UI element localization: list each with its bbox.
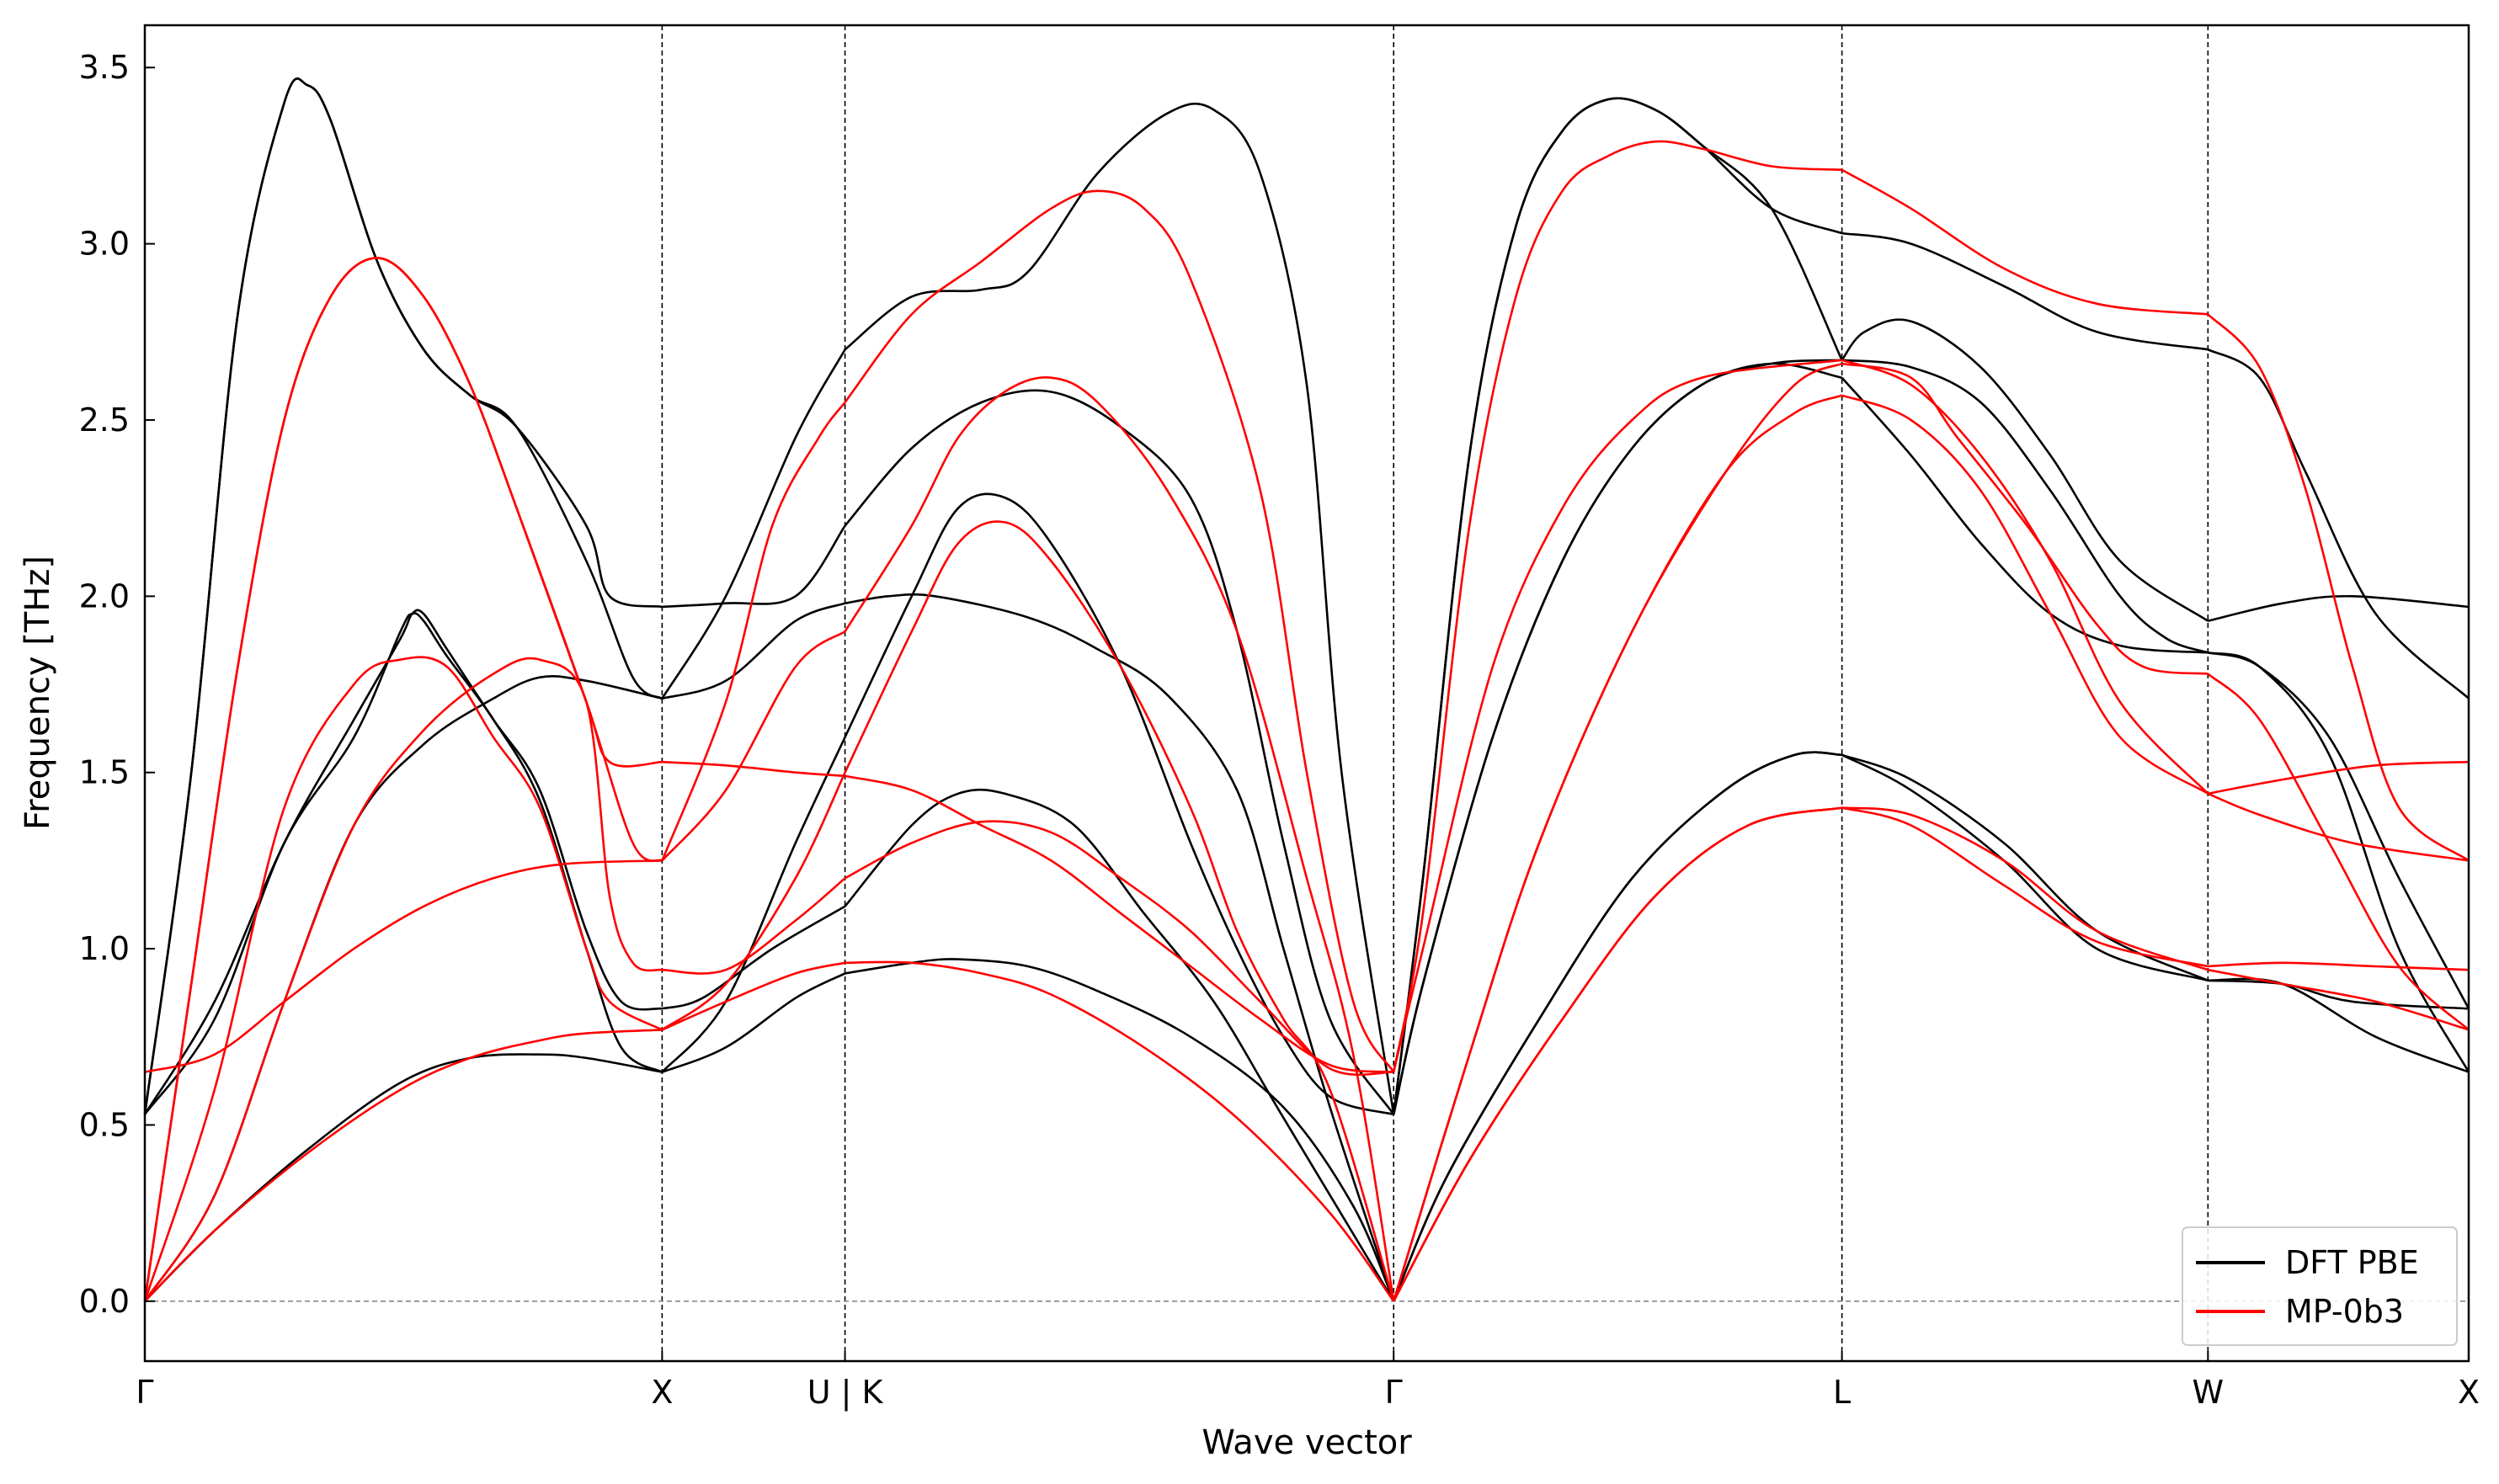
band-line [661, 630, 846, 862]
y-tick-label: 0.5 [79, 1106, 130, 1143]
series-1 [143, 140, 2470, 1302]
band-line [844, 820, 1394, 1076]
band-line [844, 788, 1395, 1302]
band-line [1393, 806, 1842, 1302]
band-line [143, 656, 663, 1302]
band-line [1841, 168, 2209, 316]
band-line [1841, 359, 2209, 654]
legend-label: DFT PBE [2285, 1244, 2419, 1281]
band-line [845, 593, 1395, 1302]
band-line [845, 960, 1395, 1302]
band-line [661, 972, 846, 1073]
y-tick-label: 2.0 [79, 577, 130, 614]
x-tick-label: Γ [1385, 1374, 1403, 1411]
band-line [1841, 376, 2209, 654]
band-line [144, 1029, 663, 1302]
y-axis-label: Frequency [THz] [19, 556, 57, 830]
band-line [844, 189, 1395, 1073]
band-line [845, 958, 1395, 1302]
band-line [845, 774, 1394, 1073]
x-axis-ticks: Γ X U | K Γ L W X [136, 1351, 2480, 1412]
band-line [2207, 313, 2470, 862]
band-line [1393, 751, 1842, 1302]
band-line [2208, 979, 2470, 1010]
legend-box [2182, 1226, 2458, 1346]
band-line [1841, 359, 2209, 795]
band-line [1392, 362, 1843, 1302]
x-tick-label: X [2458, 1374, 2480, 1411]
y-tick-label: 1.0 [79, 930, 130, 967]
band-line [1392, 140, 1842, 1072]
band-line [2208, 977, 2470, 1073]
band-line [844, 102, 1395, 1115]
band-line [1392, 362, 1842, 1115]
band-line [844, 376, 1395, 1302]
x-axis-label: Wave vector [1202, 1423, 1412, 1462]
band-line [661, 961, 845, 1031]
band-line [2208, 594, 2470, 622]
y-tick-label: 0.0 [79, 1283, 130, 1320]
high-symmetry-lines [661, 25, 2209, 1361]
band-curves [143, 77, 2470, 1302]
y-tick-label: 2.5 [79, 402, 130, 439]
band-line [1841, 806, 2209, 968]
band-line [2208, 961, 2470, 971]
band-line [662, 905, 846, 1010]
x-tick-label: U | K [807, 1374, 884, 1412]
band-line [143, 77, 663, 1115]
y-tick-label: 1.5 [79, 754, 130, 791]
band-line [143, 657, 663, 1302]
band-line [662, 524, 846, 609]
band-line [661, 348, 846, 699]
series-0 [143, 77, 2470, 1302]
plot-frame [143, 24, 2470, 1363]
band-line [662, 760, 845, 778]
band-line [1841, 806, 2209, 971]
band-line [1392, 97, 1843, 1115]
x-tick-label: X [651, 1374, 673, 1411]
band-line [661, 402, 846, 861]
band-line [2208, 968, 2470, 1031]
band-line [143, 257, 663, 1301]
y-tick-label: 3.5 [79, 49, 130, 86]
band-line [2207, 792, 2470, 862]
legend-label: MP-0b3 [2285, 1293, 2404, 1330]
y-tick-label: 3.0 [79, 226, 130, 263]
band-line [1392, 359, 1842, 1072]
band-line [2207, 652, 2470, 1009]
band-line [1841, 231, 2209, 351]
x-tick-label: L [1833, 1374, 1851, 1411]
band-line [1841, 394, 2209, 795]
band-line [661, 737, 846, 1073]
legend: DFT PBE MP-0b3 [2182, 1226, 2458, 1346]
band-line [2208, 760, 2470, 795]
band-line [2207, 673, 2470, 1031]
band-line [661, 772, 846, 1031]
band-line [1841, 318, 2209, 622]
band-line [662, 877, 846, 975]
y-axis-ticks: 0.0 0.5 1.0 1.5 2.0 2.5 3.0 3.5 [79, 49, 155, 1320]
band-line [1841, 362, 2209, 675]
x-tick-label: W [2193, 1374, 2225, 1411]
band-line [662, 602, 846, 700]
x-tick-label: Γ [136, 1374, 153, 1411]
band-line [844, 389, 1395, 1115]
band-line [2207, 348, 2470, 699]
